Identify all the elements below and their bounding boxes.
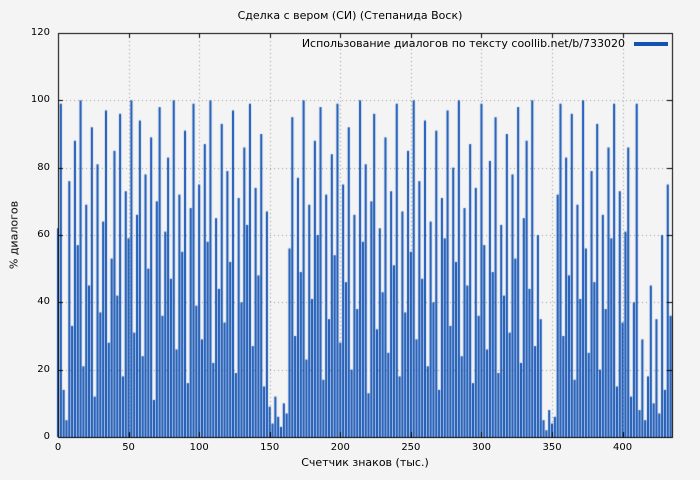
x-tick-label: 0 (54, 442, 62, 453)
y-tick-label: 0 (43, 431, 50, 442)
x-tick-label: 50 (122, 442, 135, 453)
x-tick-label: 100 (189, 442, 209, 453)
y-tick-label: 20 (37, 363, 50, 375)
chart-title: Сделка с вером (СИ) (Степанида Воск) (237, 9, 463, 22)
x-tick-label: 350 (542, 442, 562, 453)
legend: Использование диалогов по тексту coollib… (302, 37, 668, 50)
x-tick-label: 150 (260, 442, 280, 453)
y-tick-label: 80 (37, 161, 50, 173)
x-axis-label: Счетчик знаков (тыс.) (301, 456, 429, 469)
x-tick-label: 400 (613, 442, 633, 453)
x-tick-label: 250 (401, 442, 421, 453)
y-tick-label: 120 (30, 27, 50, 38)
y-tick-label: 60 (37, 229, 50, 240)
y-tick-label: 40 (37, 296, 50, 308)
x-tick-label: 200 (330, 442, 350, 453)
legend-label: Использование диалогов по тексту coollib… (301, 37, 625, 50)
y-tick-label: 100 (30, 94, 50, 106)
x-tick-label: 300 (471, 442, 491, 453)
legend-swatch (634, 41, 668, 46)
